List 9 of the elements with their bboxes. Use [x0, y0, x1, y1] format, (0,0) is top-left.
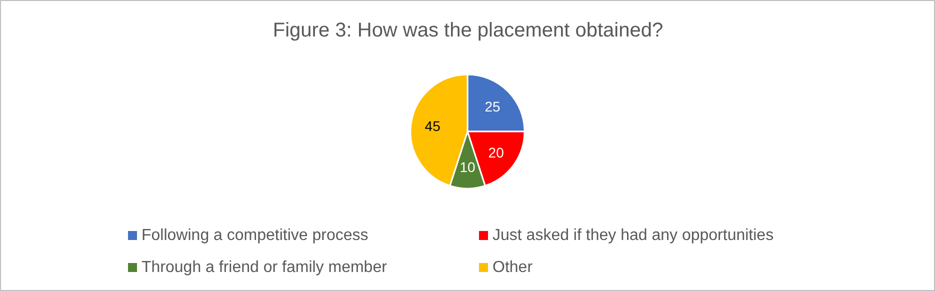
data-label: 45 — [424, 118, 441, 134]
legend-label: Other — [492, 259, 534, 276]
chart-title: Figure 3: How was the placement obtained? — [272, 20, 664, 42]
data-label: 10 — [460, 158, 476, 175]
data-label: 20 — [488, 144, 504, 160]
data-label: 25 — [484, 98, 500, 115]
legend-label: Through a friend or family member — [142, 259, 388, 276]
legend-label: Following a competitive process — [142, 227, 368, 244]
legend-label: Just asked if they had any opportunities — [492, 227, 774, 244]
